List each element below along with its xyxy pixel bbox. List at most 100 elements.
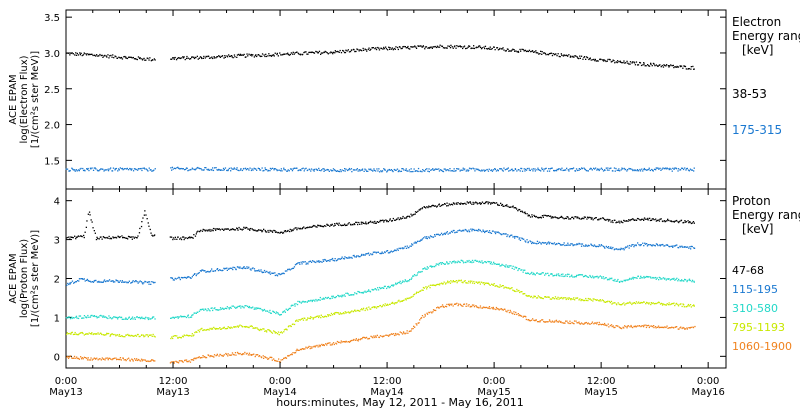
data-point xyxy=(463,169,465,171)
data-point xyxy=(365,308,367,310)
data-point xyxy=(325,260,328,262)
data-point xyxy=(267,358,269,360)
data-point xyxy=(663,220,665,222)
data-point xyxy=(226,269,228,271)
data-point xyxy=(173,316,175,319)
data-point xyxy=(283,329,286,331)
data-point xyxy=(105,237,107,239)
series-1060-1900 xyxy=(66,302,696,364)
data-point xyxy=(228,54,230,56)
data-point xyxy=(113,357,116,359)
data-point xyxy=(467,305,469,307)
data-point xyxy=(613,302,615,304)
data-point xyxy=(281,272,283,275)
data-point xyxy=(408,280,410,282)
data-point xyxy=(200,357,202,359)
data-point xyxy=(640,325,642,327)
data-point xyxy=(349,294,352,296)
data-point xyxy=(75,281,77,283)
data-point xyxy=(89,280,91,282)
data-point xyxy=(562,217,564,219)
data-point xyxy=(105,357,107,359)
data-point xyxy=(362,309,364,311)
data-point xyxy=(605,60,607,63)
data-point xyxy=(273,168,275,170)
data-point xyxy=(586,57,589,59)
data-point xyxy=(232,353,234,356)
data-point xyxy=(470,228,472,230)
data-point xyxy=(331,170,333,172)
data-point xyxy=(227,169,229,171)
data-point xyxy=(550,298,553,300)
data-point xyxy=(496,263,499,265)
data-point xyxy=(610,221,612,223)
data-point xyxy=(334,169,336,172)
data-point xyxy=(360,169,362,171)
data-point xyxy=(339,224,342,226)
data-point xyxy=(315,50,317,53)
data-point xyxy=(405,332,407,334)
data-point xyxy=(202,57,204,59)
data-point xyxy=(338,295,340,297)
data-point xyxy=(208,354,210,357)
data-point xyxy=(567,298,569,300)
data-point xyxy=(199,230,201,233)
data-point xyxy=(457,202,459,204)
data-point xyxy=(320,53,322,55)
data-point xyxy=(219,269,221,271)
data-point xyxy=(353,294,355,296)
data-point xyxy=(144,210,146,212)
data-point xyxy=(684,65,687,68)
data-point xyxy=(583,217,585,220)
data-point xyxy=(460,46,462,48)
data-point xyxy=(142,359,144,361)
data-point xyxy=(534,215,536,217)
data-point xyxy=(454,170,456,172)
data-point xyxy=(84,231,86,233)
data-point xyxy=(124,318,126,320)
data-point xyxy=(114,316,116,318)
data-point xyxy=(653,277,655,279)
data-point xyxy=(524,293,526,295)
data-point xyxy=(255,354,257,356)
data-point xyxy=(393,334,396,337)
data-point xyxy=(264,229,266,232)
data-point xyxy=(77,334,79,336)
data-point xyxy=(621,167,623,169)
data-point xyxy=(118,56,120,58)
data-point xyxy=(677,66,679,68)
data-point xyxy=(492,284,494,286)
x-tick-label-date: May15 xyxy=(477,387,510,398)
data-point xyxy=(636,169,639,171)
data-point xyxy=(363,253,365,256)
data-point xyxy=(525,294,527,297)
data-point xyxy=(204,57,206,59)
data-point xyxy=(397,300,399,302)
y-tick-label: 2 xyxy=(54,275,60,286)
data-point xyxy=(385,334,387,336)
data-point xyxy=(105,55,107,57)
data-point xyxy=(309,317,311,320)
data-point xyxy=(425,237,427,239)
data-point xyxy=(423,316,425,318)
data-point xyxy=(602,170,605,172)
data-point xyxy=(544,321,546,323)
data-point xyxy=(223,354,225,356)
data-point xyxy=(82,54,84,56)
data-point xyxy=(398,247,400,249)
data-point xyxy=(667,65,670,67)
data-point xyxy=(616,221,618,223)
data-point xyxy=(143,214,145,216)
data-point xyxy=(414,241,416,243)
data-point xyxy=(147,318,150,321)
data-point xyxy=(148,283,150,285)
data-point xyxy=(106,169,108,171)
data-point xyxy=(178,360,181,362)
data-point xyxy=(154,360,156,362)
data-point xyxy=(669,327,671,329)
data-point xyxy=(622,168,624,170)
data-point xyxy=(395,219,397,221)
data-point xyxy=(361,338,363,340)
data-point xyxy=(475,168,477,170)
data-point xyxy=(66,284,68,286)
